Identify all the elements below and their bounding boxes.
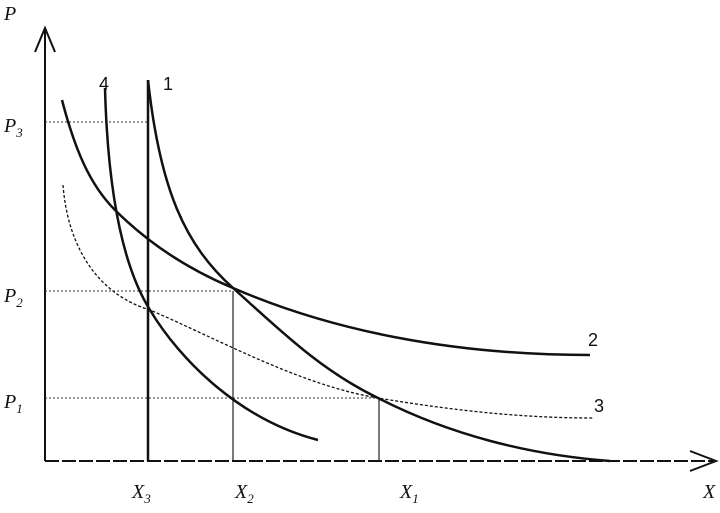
symbol: X (131, 481, 145, 503)
x-axis-label: X (702, 481, 716, 503)
symbol: P (3, 285, 16, 307)
price-label: P1 (3, 391, 23, 416)
curves (60, 79, 611, 463)
price-label: P2 (3, 285, 23, 310)
index: 1 (16, 401, 23, 416)
curve-1 (146, 79, 611, 463)
curve-2 (60, 99, 591, 357)
price-label: P3 (3, 115, 23, 140)
curve-label: 3 (594, 396, 604, 416)
index: 3 (143, 491, 151, 506)
index: 1 (412, 491, 419, 506)
curve-label: 1 (163, 74, 173, 94)
x-arrow (689, 450, 719, 472)
symbol: X (234, 481, 248, 503)
curve-label: 2 (588, 330, 598, 350)
guides (45, 121, 378, 399)
curve-3 (62, 184, 594, 419)
curve-label: 4 (99, 74, 109, 94)
quantity-label: X3 (131, 481, 151, 506)
y-axis-label: P (3, 3, 16, 25)
index: 2 (16, 295, 23, 310)
quantity-label: X2 (234, 481, 254, 506)
quantity-label: X1 (399, 481, 419, 506)
symbol: P (3, 115, 16, 137)
y-arrow (34, 25, 56, 53)
curve-4 (103, 87, 319, 442)
index: 2 (247, 491, 254, 506)
symbol: P (3, 391, 16, 413)
index: 3 (15, 125, 23, 140)
symbol: X (399, 481, 413, 503)
